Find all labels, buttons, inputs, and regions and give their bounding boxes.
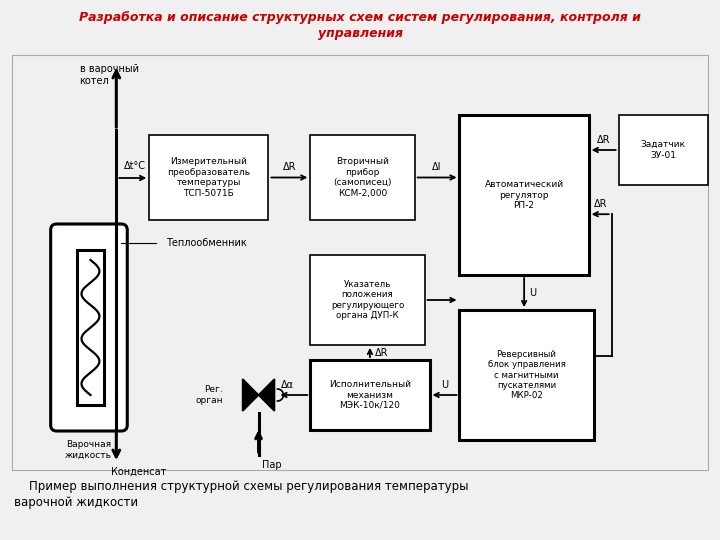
Bar [12,55,708,470]
Text: Автоматический
регулятор
РП-2: Автоматический регулятор РП-2 [485,180,564,210]
Text: Указатель
положения
регулирующего
органа ДУП-К: Указатель положения регулирующего органа… [330,280,404,320]
Text: в варочный
котел: в варочный котел [79,64,138,86]
Text: управления: управления [318,28,402,40]
Bar [618,115,708,185]
Text: Варочная
жидкость: Варочная жидкость [64,440,112,460]
Bar [459,115,589,275]
Text: Δt°С: Δt°С [125,161,146,171]
Text: U: U [441,380,448,390]
Polygon shape [243,379,258,411]
Bar [310,135,415,220]
Text: Задатчик
ЗУ-01: Задатчик ЗУ-01 [641,140,686,160]
Text: ΔR: ΔR [375,348,388,357]
Text: Конденсат: Конденсат [112,467,167,477]
Text: ΔI: ΔI [432,163,442,172]
Polygon shape [258,379,274,411]
Text: ΔR: ΔR [283,163,296,172]
Bar [310,360,430,430]
Text: Вторичный
прибор
(самописец)
КСМ-2,000: Вторичный прибор (самописец) КСМ-2,000 [333,157,392,198]
Text: ΔR: ΔR [597,135,611,145]
Text: Исполнительный
механизм
МЭК-10к/120: Исполнительный механизм МЭК-10к/120 [329,380,411,410]
Text: варочной жидкости: варочной жидкости [14,496,138,509]
Text: ΔR: ΔR [593,199,607,209]
Text: Пар: Пар [261,460,281,470]
Text: Δα: Δα [280,380,294,390]
Text: Пример выполнения структурной схемы регулирования температуры: Пример выполнения структурной схемы регу… [14,480,469,493]
Text: Теплообменник: Теплообменник [166,238,247,248]
Text: Разработка и описание структурных схем систем регулирования, контроля и: Разработка и описание структурных схем с… [79,11,641,24]
Text: U: U [529,287,536,298]
Text: Измерительный
преобразователь
температуры
ТСП-5071Б: Измерительный преобразователь температур… [167,157,251,198]
Text: Реверсивный
блок управления
с магнитными
пускателями
МКР-02: Реверсивный блок управления с магнитными… [487,350,565,400]
Bar [459,310,594,440]
FancyBboxPatch shape [50,224,127,431]
Bar [310,255,425,345]
Text: Рег.
орган: Рег. орган [195,386,222,404]
Bar [149,135,269,220]
Bar [76,250,104,405]
